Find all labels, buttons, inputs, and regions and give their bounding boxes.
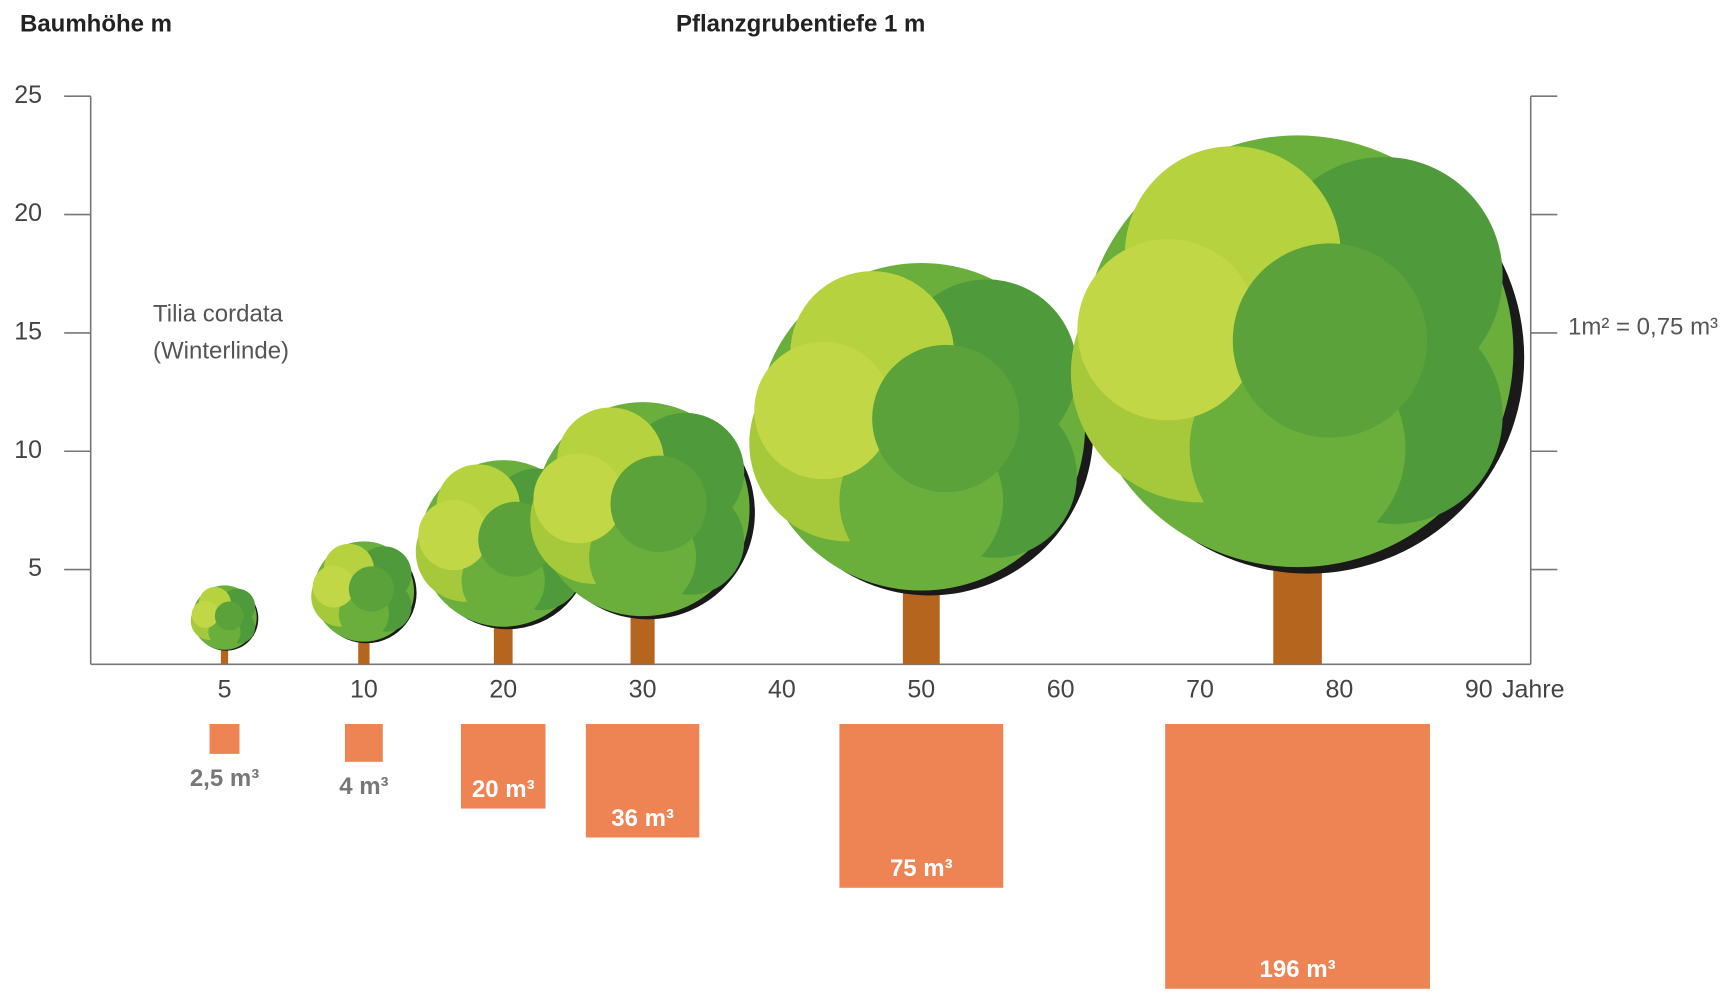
x-tick-label: 90	[1465, 676, 1493, 704]
tree-crown	[191, 600, 219, 628]
tree-crown	[1077, 239, 1259, 421]
y-tick-label: 10	[14, 436, 42, 464]
tree-crown	[754, 341, 892, 480]
x-tick-label: 70	[1186, 676, 1214, 704]
volume-square	[839, 724, 1004, 888]
tree-crown	[214, 601, 244, 631]
tree-crown	[533, 453, 624, 544]
volume-label: 196 m³	[1260, 956, 1336, 983]
x-tick-label: 30	[629, 676, 657, 704]
tree-crown	[1232, 243, 1428, 438]
tree	[190, 585, 259, 665]
x-tick-label: 80	[1325, 676, 1353, 704]
x-tick-label: 40	[768, 676, 796, 704]
y-tick-label: 25	[14, 81, 42, 109]
volume-label: 75 m³	[890, 855, 953, 882]
volume-square	[209, 724, 240, 754]
volume-label: 36 m³	[611, 805, 674, 832]
x-tick-label: 10	[350, 676, 378, 704]
volume-square	[344, 724, 383, 762]
volume-square	[1165, 724, 1430, 989]
tree-crown	[312, 565, 355, 608]
volume-label: 4 m³	[339, 773, 388, 800]
y-tick-label: 5	[28, 554, 42, 582]
tree-crown	[418, 500, 489, 571]
volume-square	[460, 724, 546, 809]
chart-title: Pflanzgrubentiefe 1 m	[676, 10, 925, 37]
tree-crown	[872, 344, 1020, 493]
tree	[749, 262, 1094, 665]
volume-square	[585, 724, 700, 838]
x-axis-label: Jahre	[1502, 676, 1565, 704]
tree-crown	[610, 455, 707, 552]
species-label: Tilia cordata	[153, 300, 283, 327]
tree	[530, 402, 755, 665]
y-axis-label: Baumhöhe m	[20, 10, 172, 37]
species-common-label: (Winterlinde)	[153, 337, 289, 364]
tree-crown	[348, 566, 394, 612]
y-tick-label: 15	[14, 318, 42, 346]
volume-label: 20 m³	[472, 776, 535, 803]
tree	[1070, 135, 1525, 665]
x-tick-label: 5	[218, 676, 232, 704]
y-tick-label: 20	[14, 199, 42, 227]
conversion-note: 1m² = 0,75 m³	[1568, 313, 1718, 340]
tree	[311, 541, 417, 665]
x-tick-label: 50	[907, 676, 935, 704]
volume-label: 2,5 m³	[190, 765, 259, 792]
x-tick-label: 20	[489, 676, 517, 704]
x-tick-label: 60	[1047, 676, 1075, 704]
